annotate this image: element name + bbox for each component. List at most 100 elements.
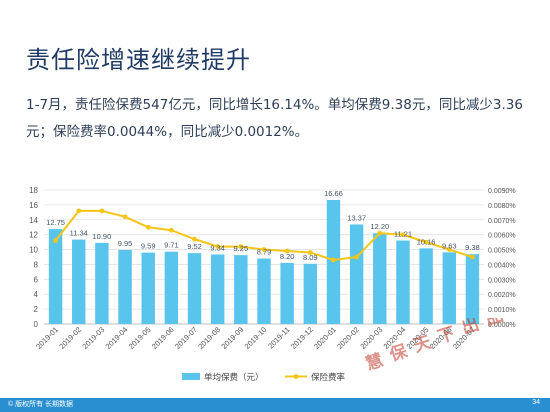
y-left-tick-label: 2 bbox=[34, 305, 39, 314]
rate-point bbox=[307, 250, 313, 255]
slide-summary: 1-7月，责任险保费547亿元，同比增长16.14%。单均保费9.38元，同比减… bbox=[26, 97, 523, 140]
x-tick-label: 2019-08 bbox=[196, 325, 222, 351]
watermark-char: 下 bbox=[435, 323, 457, 347]
bar bbox=[48, 229, 63, 324]
bar bbox=[187, 253, 202, 324]
bar-data-label: 8.79 bbox=[257, 248, 272, 257]
x-tick-label: 2019-05 bbox=[127, 325, 153, 351]
rate-point bbox=[215, 244, 221, 249]
bar-data-label: 10.90 bbox=[93, 232, 112, 241]
bar bbox=[373, 233, 387, 324]
page-number: 34 bbox=[532, 399, 540, 406]
rate-point bbox=[423, 239, 429, 245]
bar bbox=[257, 258, 271, 324]
fee-rate-chart: 0 2 4 6 8 10 12 14 16 18 0.0000% 0.0010% 0.0020% 0.00… bbox=[29, 186, 516, 382]
x-tick-label: 2019-04 bbox=[104, 325, 130, 351]
x-tick-label: 2019-10 bbox=[243, 325, 269, 351]
y-right-tick-label: 0.0030% bbox=[488, 277, 516, 284]
y-left-tick-label: 4 bbox=[34, 290, 39, 299]
y-right-tick-label: 0.0040% bbox=[488, 262, 516, 269]
y-right-tick-label: 0.0020% bbox=[488, 292, 516, 299]
rate-point bbox=[354, 254, 360, 260]
y-right-tick-label: 0.0050% bbox=[488, 248, 516, 255]
bar-data-label: 9.59 bbox=[141, 242, 156, 251]
bar-data-label: 9.34 bbox=[210, 243, 225, 252]
bar bbox=[303, 263, 318, 324]
y-left-tick-label: 16 bbox=[29, 201, 38, 210]
bar-data-label: 9.95 bbox=[118, 239, 133, 248]
y-left-tick-label: 14 bbox=[29, 216, 38, 225]
x-tick-label: 2019-06 bbox=[150, 325, 176, 351]
watermark-char: 慧 bbox=[363, 350, 386, 375]
bar bbox=[234, 255, 248, 324]
rate-point bbox=[145, 224, 151, 230]
rate-point bbox=[76, 208, 82, 214]
x-tick-label: 2020-02 bbox=[335, 325, 361, 351]
bar bbox=[396, 240, 410, 324]
y-right-tick-label: 0.0090% bbox=[488, 188, 516, 195]
rate-point bbox=[470, 254, 475, 260]
y-right-tick-label: 0.0080% bbox=[488, 203, 516, 210]
slide-title: 责任险增速继续提升 bbox=[26, 46, 251, 74]
rate-point bbox=[261, 247, 267, 252]
watermark-char: 保 bbox=[386, 340, 411, 366]
legend-bar-swatch bbox=[182, 373, 200, 380]
bar-data-label: 11.34 bbox=[70, 229, 88, 238]
watermark-char: 品 bbox=[483, 318, 505, 330]
rate-point bbox=[400, 232, 406, 238]
bar-data-label: 13.37 bbox=[347, 213, 366, 222]
bar-data-label: 10.16 bbox=[417, 237, 436, 246]
x-tick-label: 2019-09 bbox=[219, 325, 245, 351]
rate-point bbox=[192, 236, 197, 242]
bar bbox=[465, 254, 480, 324]
bar bbox=[118, 249, 132, 324]
bar bbox=[164, 251, 179, 324]
bar bbox=[210, 254, 225, 324]
y-left-tick-label: 6 bbox=[34, 275, 39, 284]
y-left-tick-label: 8 bbox=[34, 260, 39, 269]
bar-data-label: 9.25 bbox=[234, 244, 249, 253]
y-right-tick-label: 0.0070% bbox=[488, 218, 516, 225]
legend-line-marker bbox=[293, 374, 299, 379]
rate-point bbox=[377, 230, 383, 236]
bar-data-label: 11.21 bbox=[394, 230, 412, 239]
rate-point bbox=[446, 247, 452, 252]
bar bbox=[72, 239, 86, 324]
bar-data-label: 12.75 bbox=[46, 218, 65, 227]
rate-point bbox=[99, 208, 105, 214]
bar-data-label: 9.63 bbox=[442, 241, 457, 250]
rate-point bbox=[331, 257, 336, 263]
bar bbox=[280, 262, 294, 324]
y-right-tick-label: 0.0010% bbox=[488, 307, 516, 314]
y-right-tick-label: 0.0000% bbox=[488, 322, 516, 329]
bar-data-label: 9.38 bbox=[465, 243, 480, 252]
bar bbox=[141, 252, 155, 324]
bar bbox=[442, 252, 456, 324]
rate-point bbox=[238, 244, 244, 249]
rate-point bbox=[284, 248, 290, 254]
x-tick-label: 2019-11 bbox=[266, 325, 291, 350]
y-left-tick-label: 0 bbox=[34, 320, 39, 329]
x-tick-label: 2019-02 bbox=[57, 325, 83, 351]
bar-data-label: 9.71 bbox=[164, 241, 179, 250]
x-tick-label: 2019-03 bbox=[80, 325, 106, 351]
bar-data-label: 8.20 bbox=[280, 252, 295, 261]
x-tick-label: 2019-01 bbox=[34, 325, 60, 351]
footer-bar: © 版权所有 长期数据 34 bbox=[0, 398, 550, 412]
rate-point bbox=[168, 227, 174, 233]
rate-point bbox=[122, 214, 128, 220]
bar bbox=[349, 224, 364, 324]
x-tick-label: 2020-01 bbox=[312, 325, 338, 351]
x-tick-label: 2019-07 bbox=[173, 325, 199, 351]
y-right-tick-label: 0.0060% bbox=[488, 233, 516, 240]
bar-data-label: 8.09 bbox=[303, 253, 318, 262]
bar-data-label: 9.52 bbox=[187, 242, 202, 251]
watermark-char: 出 bbox=[459, 318, 482, 339]
watermark-stamp: 慧保天下出品 bbox=[363, 318, 506, 375]
bar-data-label: 12.20 bbox=[370, 222, 389, 231]
watermark-char: 天 bbox=[411, 332, 434, 357]
footer-copyright: © 版权所有 长期数据 bbox=[8, 401, 74, 408]
y-left-tick-label: 18 bbox=[29, 186, 38, 195]
x-tick-label: 2019-12 bbox=[289, 325, 315, 351]
y-left-tick-label: 10 bbox=[29, 246, 38, 255]
